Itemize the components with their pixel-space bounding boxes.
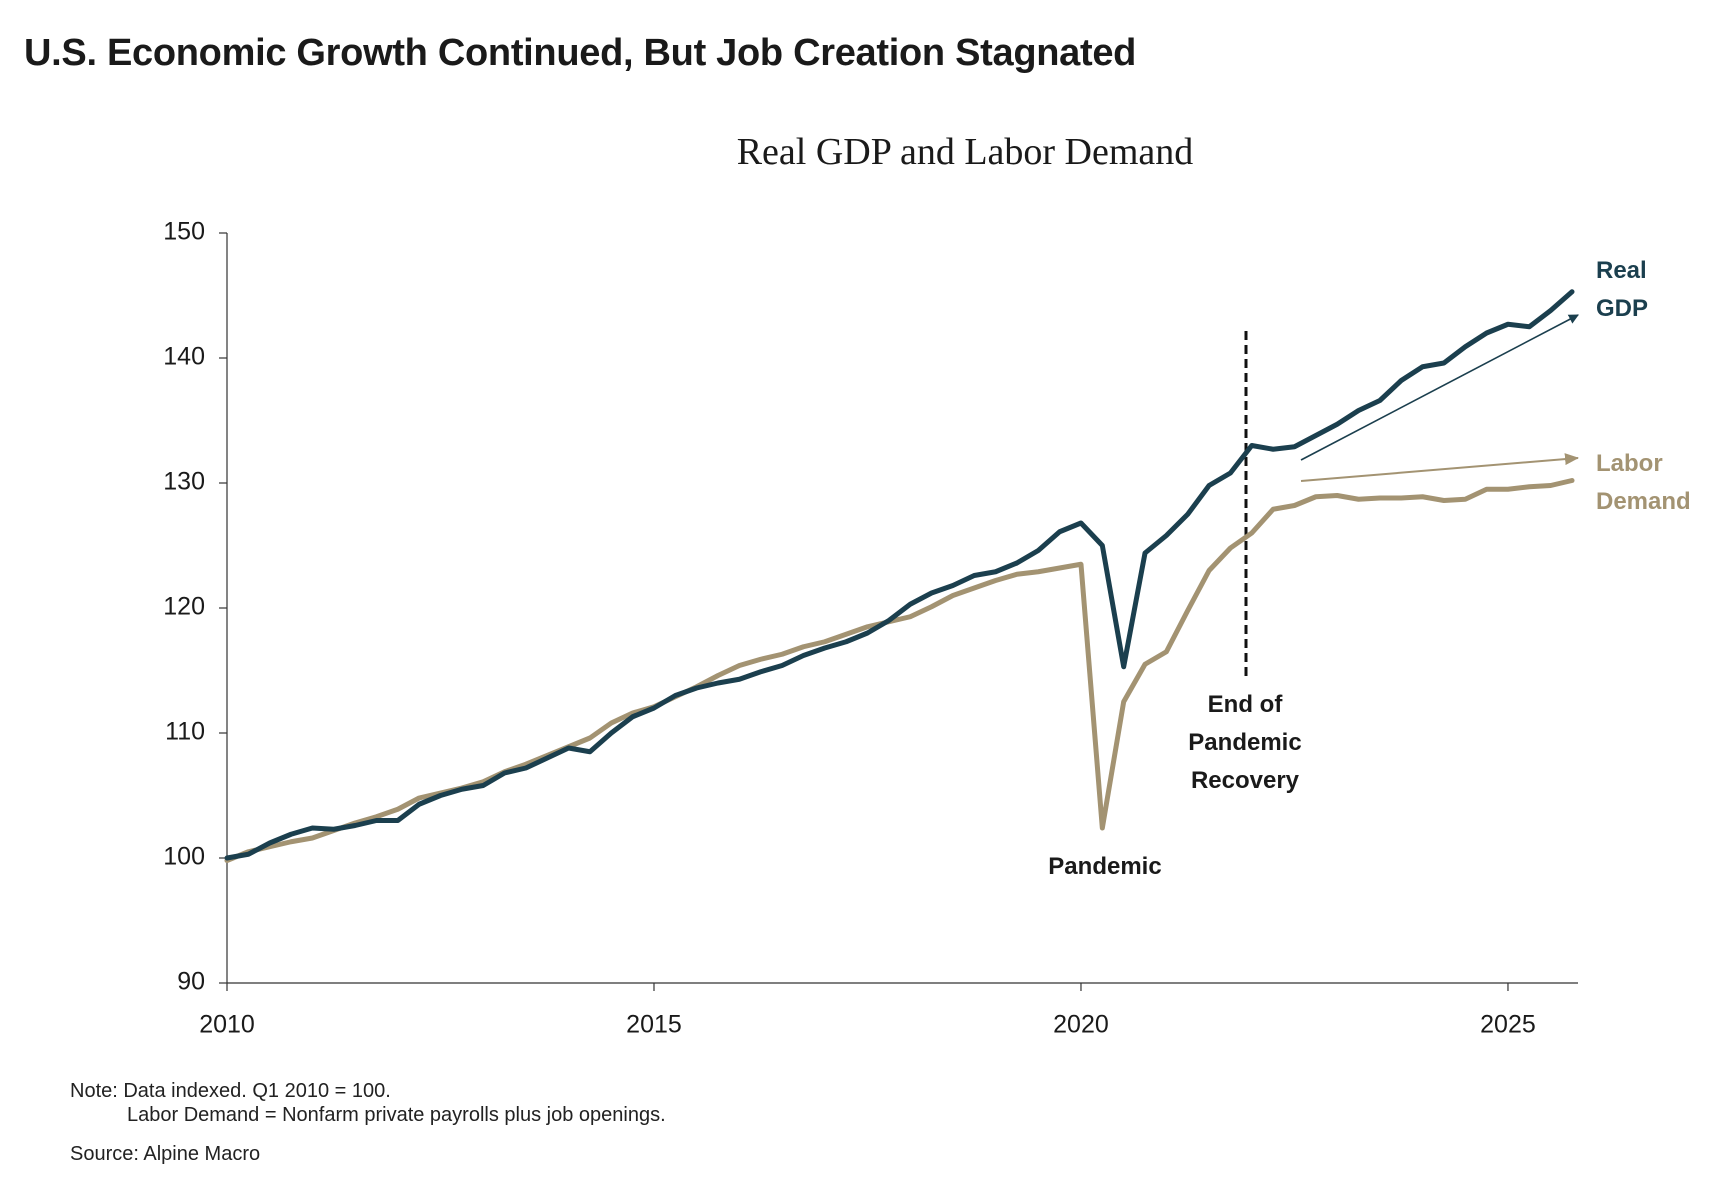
y-tick-label: 100 xyxy=(163,843,205,871)
y-tick-label: 120 xyxy=(163,593,205,621)
y-tick-label: 130 xyxy=(163,468,205,496)
series-line xyxy=(224,289,1575,861)
note: Labor Demand = Nonfarm private payrolls … xyxy=(127,1104,666,1126)
chart-title: U.S. Economic Growth Continued, But Job … xyxy=(24,32,1137,74)
series-label: Real GDP xyxy=(1596,257,1649,322)
x-tick-label: 2025 xyxy=(1480,1011,1536,1039)
series-label: Labor Demand xyxy=(1596,450,1691,515)
trend-arrow xyxy=(1300,453,1579,482)
source: Source: Alpine Macro xyxy=(70,1143,261,1165)
y-tick-label: 90 xyxy=(177,968,205,996)
note: Note: Data indexed. Q1 2010 = 100. xyxy=(70,1080,391,1102)
x-tick-label: 2015 xyxy=(626,1011,682,1039)
x-tick-label: 2010 xyxy=(199,1011,255,1039)
x-tick-label: 2020 xyxy=(1053,1011,1109,1039)
y-tick-label: 150 xyxy=(163,218,205,246)
trend-arrow xyxy=(1300,314,1578,461)
y-tick-label: 110 xyxy=(165,718,205,746)
chart-subtitle: Real GDP and Labor Demand xyxy=(736,131,1194,173)
y-tick-label: 140 xyxy=(163,343,205,371)
annotation: Pandemic xyxy=(1048,853,1162,880)
series-line xyxy=(224,478,1575,863)
annotation: End of Pandemic Recovery xyxy=(1188,691,1302,794)
